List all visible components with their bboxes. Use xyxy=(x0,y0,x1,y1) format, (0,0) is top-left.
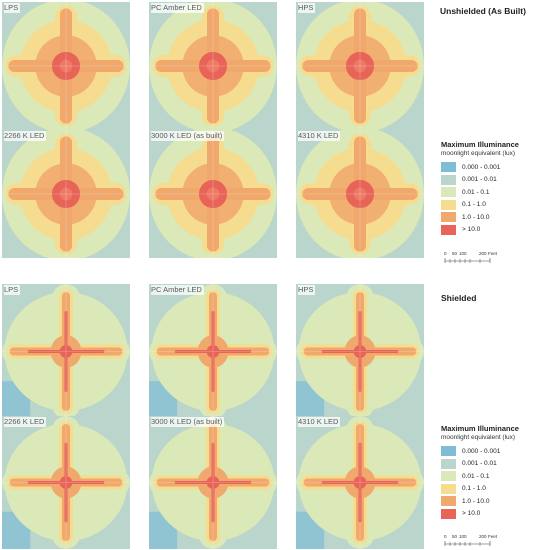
legend-item: 0.01 - 0.1 xyxy=(441,186,535,199)
illuminance-map xyxy=(296,416,424,549)
scale-ruler xyxy=(444,258,491,263)
legend-item: 0.001 - 0.01 xyxy=(441,458,535,471)
map-panel-unshielded-2266k-led: 2266 K LED xyxy=(2,130,130,258)
scale-unit: Feet xyxy=(488,534,498,539)
panel-label: 2266 K LED xyxy=(4,131,47,141)
legend-item: 0.000 - 0.001 xyxy=(441,161,535,174)
illuminance-map xyxy=(296,2,424,130)
map-panel-unshielded-hps: HPS xyxy=(296,2,424,130)
legend-subtitle: moonlight equivalent (lux) xyxy=(441,150,516,157)
map-panel-unshielded-3000k-led: 3000 K LED (as built) xyxy=(149,130,277,258)
legend-range: > 10.0 xyxy=(462,510,481,518)
scale-ruler xyxy=(444,541,491,546)
legend-range: 0.01 - 0.1 xyxy=(462,472,490,480)
legend-range: > 10.0 xyxy=(462,226,481,234)
legend-swatch xyxy=(441,446,456,457)
panel-label: LPS xyxy=(4,3,21,13)
illuminance-map xyxy=(2,284,130,419)
map-panel-unshielded-pc-amber-led: PC Amber LED xyxy=(149,2,277,130)
panel-label: 4310 K LED xyxy=(298,131,341,141)
map-panel-unshielded-lps: LPS xyxy=(2,2,130,130)
legend-swatch xyxy=(441,224,456,235)
panel-label: 3000 K LED (as built) xyxy=(151,417,225,427)
legend-item: 1.0 - 10.0 xyxy=(441,211,535,224)
legend-range: 0.000 - 0.001 xyxy=(462,163,501,171)
scale-unit: Feet xyxy=(488,251,498,256)
illuminance-map xyxy=(149,2,277,130)
scale-tick-label: 50 xyxy=(452,534,458,539)
legend-item: 0.01 - 0.1 xyxy=(441,470,535,483)
legend-range: 0.000 - 0.001 xyxy=(462,447,501,455)
legend-swatch xyxy=(441,162,456,173)
legend-item: 0.000 - 0.001 xyxy=(441,445,535,458)
legend-swatch xyxy=(441,483,456,494)
map-panel-shielded-4310k-led: 4310 K LED xyxy=(296,416,424,549)
legend-subtitle: moonlight equivalent (lux) xyxy=(441,434,516,441)
legend-swatch xyxy=(441,458,456,469)
legend-swatch xyxy=(441,508,456,519)
legend-range: 0.1 - 1.0 xyxy=(462,485,486,493)
illuminance-map xyxy=(149,284,277,419)
legend-swatch xyxy=(441,199,456,210)
legend-range: 1.0 - 10.0 xyxy=(462,213,490,221)
scale-tick-label: 0 xyxy=(444,251,447,256)
legend-shielded: Maximum Illuminance moonlight equivalent… xyxy=(441,424,535,520)
map-panel-shielded-hps: HPS xyxy=(296,284,424,419)
scale-tick-label: 100 xyxy=(459,534,467,539)
scale-tick-label: 0 xyxy=(444,534,447,539)
panel-label: LPS xyxy=(4,285,21,295)
legend-title: Maximum Illuminance xyxy=(441,424,519,433)
illuminance-map xyxy=(296,284,424,419)
legend-swatch xyxy=(441,187,456,198)
legend-swatch xyxy=(441,496,456,507)
scale-bar-unshielded: 0 50 100 200 Feet xyxy=(444,251,504,265)
illuminance-map xyxy=(296,130,424,258)
legend-range: 0.001 - 0.01 xyxy=(462,460,497,468)
section-title-shielded: Shielded xyxy=(441,293,477,303)
panel-label: PC Amber LED xyxy=(151,285,204,295)
legend-swatch xyxy=(441,212,456,223)
map-panel-unshielded-4310k-led: 4310 K LED xyxy=(296,130,424,258)
map-panel-shielded-3000k-led: 3000 K LED (as built) xyxy=(149,416,277,549)
map-panel-shielded-lps: LPS xyxy=(2,284,130,419)
legend-title: Maximum Illuminance xyxy=(441,140,519,149)
illuminance-map xyxy=(149,130,277,258)
legend-range: 0.1 - 1.0 xyxy=(462,201,486,209)
legend-item: > 10.0 xyxy=(441,224,535,237)
legend-unshielded: Maximum Illuminance moonlight equivalent… xyxy=(441,140,535,236)
legend-item: 0.1 - 1.0 xyxy=(441,199,535,212)
legend-item: 0.001 - 0.01 xyxy=(441,174,535,187)
legend-swatch xyxy=(441,471,456,482)
map-panel-shielded-2266k-led: 2266 K LED xyxy=(2,416,130,549)
scale-tick-label: 200 xyxy=(479,251,487,256)
legend-range: 0.001 - 0.01 xyxy=(462,176,497,184)
section-title-unshielded: Unshielded (As Built) xyxy=(440,6,526,16)
map-panel-shielded-pc-amber-led: PC Amber LED xyxy=(149,284,277,419)
scale-tick-label: 200 xyxy=(479,534,487,539)
illuminance-map xyxy=(2,2,130,130)
legend-item: 1.0 - 10.0 xyxy=(441,495,535,508)
legend-item: > 10.0 xyxy=(441,508,535,521)
scale-tick-label: 100 xyxy=(459,251,467,256)
illuminance-map xyxy=(2,130,130,258)
scale-tick-label: 50 xyxy=(452,251,458,256)
panel-label: PC Amber LED xyxy=(151,3,204,13)
panel-label: 4310 K LED xyxy=(298,417,341,427)
legend-item: 0.1 - 1.0 xyxy=(441,483,535,496)
scale-bar-shielded: 0 50 100 200 Feet xyxy=(444,534,504,548)
panel-label: HPS xyxy=(298,285,316,295)
panel-label: HPS xyxy=(298,3,316,13)
legend-swatch xyxy=(441,174,456,185)
panel-label: 3000 K LED (as built) xyxy=(151,131,225,141)
illuminance-map xyxy=(2,416,130,549)
legend-range: 0.01 - 0.1 xyxy=(462,188,490,196)
legend-range: 1.0 - 10.0 xyxy=(462,497,490,505)
illuminance-map xyxy=(149,416,277,549)
panel-label: 2266 K LED xyxy=(4,417,47,427)
